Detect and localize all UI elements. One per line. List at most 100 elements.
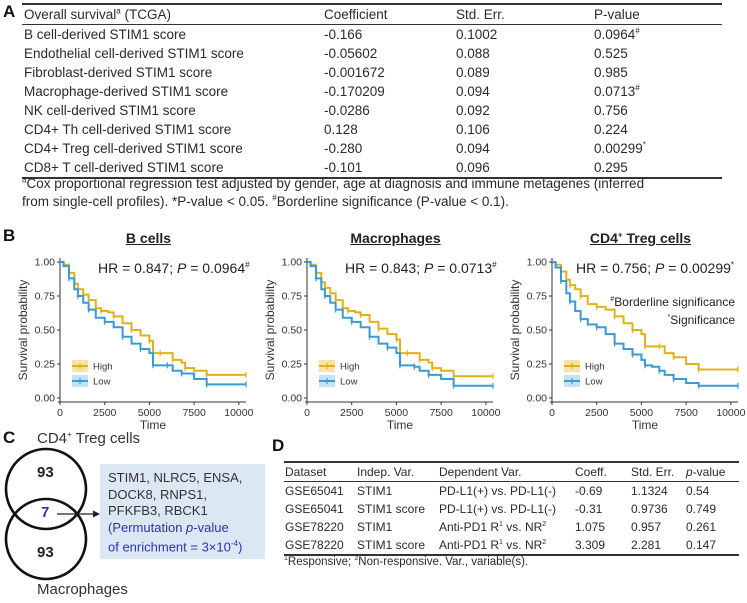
row-dependent-var: Anti-PD1 R1 vs. NR2: [439, 538, 547, 552]
venn-count-macrophage-only: 93: [37, 544, 54, 561]
x-axis-label: Time: [387, 418, 414, 432]
header-dataset: Dataset: [285, 465, 327, 479]
table-row: NK cell-derived STIM1 score -0.0286 0.092 0…: [22, 101, 722, 120]
hr-annotation: HR = 0.843; P = 0.0713#: [345, 260, 497, 276]
x-tick-label: 5000: [385, 407, 409, 419]
legend-label-low: Low: [340, 377, 358, 388]
x-tick-label: 7500: [674, 407, 698, 419]
row-p-value: 0.54: [686, 484, 710, 498]
row-label: NK cell-derived STIM1 score: [24, 103, 196, 118]
table-row: B cell-derived STIM1 score -0.166 0.1002 0.…: [22, 25, 722, 45]
panel-label-b: B: [3, 226, 16, 245]
x-tick-label: 0: [304, 407, 310, 419]
km-curve-high: [307, 261, 493, 378]
venn-label-macrophages: Macrophages: [37, 581, 128, 598]
row-p-value: 0.0713#: [594, 83, 640, 99]
panel-label-d: D: [272, 436, 285, 455]
y-tick-label: 0.00: [527, 393, 548, 405]
row-label: CD4+ Th cell-derived STIM1 score: [24, 122, 232, 137]
y-tick-label: 0.00: [282, 393, 303, 405]
y-axis-label: Survival probability: [508, 280, 522, 381]
km-curve-high: [60, 261, 246, 376]
y-tick-label: 0.25: [527, 359, 548, 371]
row-indep-var: STIM1: [357, 484, 393, 498]
row-coefficient: -0.166: [324, 27, 363, 42]
row-p-value: 0.749: [686, 502, 717, 516]
table-row: Fibroblast-derived STIM1 score -0.001672 0…: [22, 63, 722, 82]
table-row: CD8+ T cell-derived STIM1 score -0.101 0.0…: [22, 158, 722, 178]
x-tick-label: 0: [549, 407, 555, 419]
table-a-footnote: aCox proportional regression test adjust…: [22, 175, 645, 209]
permutation-p-value: (Permutation p-value: [108, 519, 229, 535]
header-p-value: P-value: [594, 7, 640, 22]
km-title: CD4+ Treg cells: [589, 230, 692, 246]
row-label: Fibroblast-derived STIM1 score: [24, 65, 213, 80]
header-p-value: p-value: [686, 465, 726, 479]
table-row: GSE65041 STIM1 score PD-L1(+) vs. PD-L1(-)…: [284, 500, 739, 518]
km-chart-svg: 0.00 0.25 0.50 0.75 1.00 0 2500 5000 7500 10000 Ti…: [263, 257, 501, 433]
row-label: B cell-derived STIM1 score: [24, 27, 187, 42]
legend-label-low: Low: [93, 377, 111, 388]
table-header-row: Dataset Indep. Var. Dependent Var. Coeff…: [284, 462, 739, 482]
y-tick-label: 0.25: [282, 359, 303, 371]
gene-list-line: PFKFB3, RBCK1: [108, 503, 208, 518]
row-dataset: GSE78220: [285, 538, 344, 552]
row-indep-var: STIM1 score: [357, 502, 426, 516]
row-indep-var: STIM1 score: [357, 538, 426, 552]
row-indep-var: STIM1: [357, 520, 393, 534]
y-tick-label: 1.00: [527, 257, 548, 269]
table-header-row: Overall survivala (TCGA) Coefficient Std…: [22, 4, 722, 25]
row-p-value: 0.295: [594, 160, 628, 175]
row-dependent-var: PD-L1(+) vs. PD-L1(-): [439, 502, 557, 516]
header-indep-var: Indep. Var.: [357, 465, 415, 479]
row-dataset: GSE65041: [285, 502, 344, 516]
header-dependent-var: Dependent Var.: [439, 465, 522, 479]
venn-svg: [4, 447, 100, 581]
row-label: Macrophage-derived STIM1 score: [24, 84, 229, 99]
row-dependent-var: Anti-PD1 R1 vs. NR2: [439, 520, 547, 534]
overall-survival-table: Overall survivala (TCGA) Coefficient Std…: [22, 3, 722, 179]
row-coefficient: -0.05602: [324, 46, 378, 61]
row-p-value: 0.0964#: [594, 26, 640, 42]
km-title: B cells: [125, 230, 172, 246]
panel-label-a: A: [3, 2, 16, 21]
arrow-head-icon: [93, 510, 100, 518]
y-tick-label: 0.50: [527, 325, 548, 337]
legend-label-high: High: [340, 362, 360, 373]
row-std-err: 0.106: [456, 122, 490, 137]
header-std-err: Std. Err.: [456, 7, 505, 22]
y-axis-label: Survival probability: [16, 280, 30, 381]
header-std-err: Std. Err.: [631, 465, 675, 479]
row-p-value: 0.147: [686, 538, 717, 552]
table-row: CD4+ Th cell-derived STIM1 score 0.128 0.1…: [22, 120, 722, 139]
overlap-genes-box: STIM1, NLRC5, ENSA, DOCK8, RNPS1, PFKFB3…: [100, 464, 265, 559]
row-std-err: 2.281: [631, 538, 662, 552]
legend-label-low: Low: [585, 377, 603, 388]
header-coefficient: Coefficient: [324, 7, 388, 22]
table-row: GSE65041 STIM1 PD-L1(+) vs. PD-L1(-) -0.69 1…: [284, 482, 739, 501]
row-std-err: 0.094: [456, 84, 490, 99]
km-chart-svg: 0.00 0.25 0.50 0.75 1.00 0 2500 5000 7500 10000 Ti…: [16, 257, 254, 433]
km-chart-svg: 0.00 0.25 0.50 0.75 1.00 0 2500 5000 7500 10000 Ti…: [508, 257, 746, 433]
row-label: CD8+ T cell-derived STIM1 score: [24, 160, 224, 175]
legend-label-high: High: [93, 362, 113, 373]
row-std-err: 0.957: [631, 520, 662, 534]
table-row: Macrophage-derived STIM1 score -0.170209 0…: [22, 82, 722, 101]
significance-notes: #Borderline significance *Significance: [610, 292, 735, 328]
y-tick-label: 1.00: [35, 257, 56, 269]
row-std-err: 0.092: [456, 103, 490, 118]
y-tick-label: 0.75: [35, 291, 56, 303]
y-tick-label: 1.00: [282, 257, 303, 269]
table-row: CD4+ Treg cell-derived STIM1 score -0.280…: [22, 139, 722, 158]
panel-label-c: C: [3, 428, 16, 447]
row-p-value: 0.985: [594, 65, 628, 80]
x-tick-label: 2500: [93, 407, 117, 419]
venn-circle-cd4-treg: [4, 447, 88, 531]
row-label: Endothelial cell-derived STIM1 score: [24, 46, 244, 61]
row-coefficient: -0.001672: [324, 65, 385, 80]
y-tick-label: 0.50: [282, 325, 303, 337]
km-curve-low: [307, 261, 493, 387]
y-tick-label: 0.25: [35, 359, 56, 371]
hr-annotation: HR = 0.756; P = 0.00299*: [576, 260, 735, 276]
y-tick-label: 0.75: [527, 291, 548, 303]
